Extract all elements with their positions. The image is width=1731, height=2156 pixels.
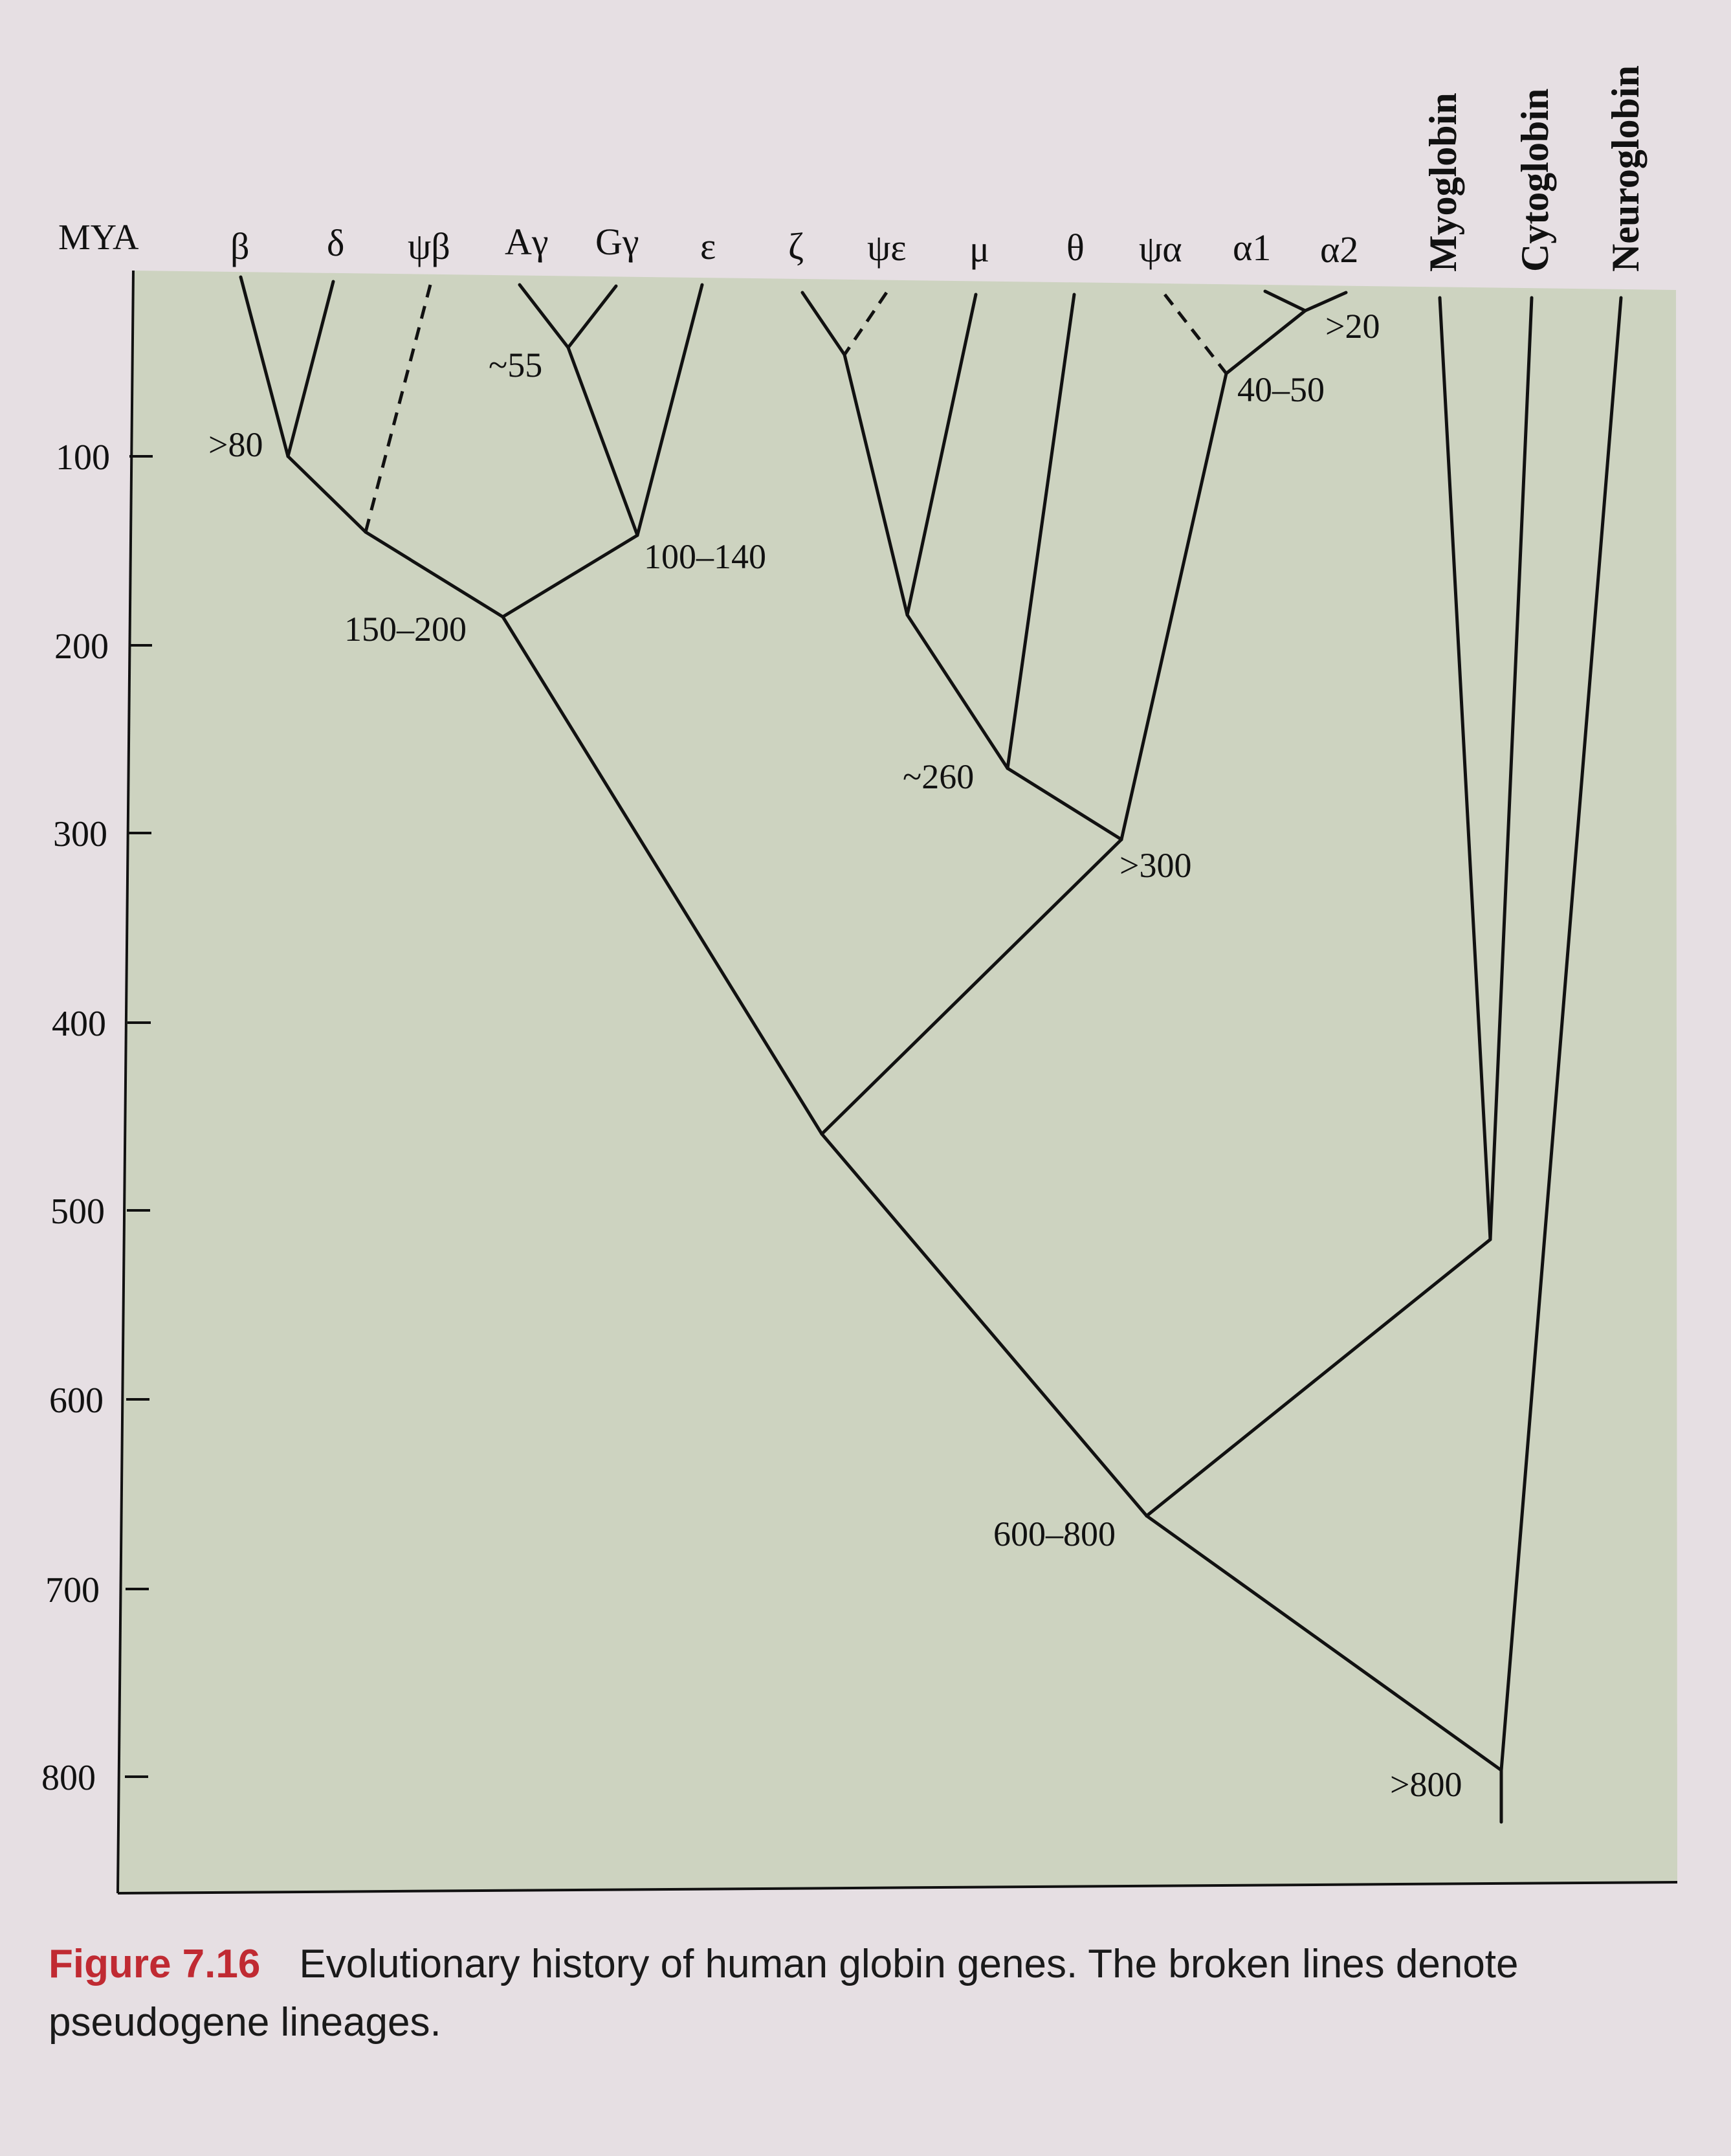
branch-alpha2 [1303,291,1348,313]
node-label-20: >20 [1325,307,1380,346]
branch-alpha-cluster-stem [1119,372,1228,841]
node-labels: >80 ~55 150–200 100–140 ~260 >300 >20 40… [208,307,1462,1804]
branch-theta [1006,293,1076,770]
branch-a-gamma [518,283,570,350]
tick-label-200: 200 [54,627,109,667]
node-label-600-800: 600–800 [993,1515,1116,1553]
branch-gamma-epsilon-stem [501,533,639,619]
gene-label-neuroglobin: Neuroglobin [1604,65,1647,272]
axis-title: MYA [58,217,139,258]
diagram-panel [118,271,1677,1893]
branch-zeta-stem [843,353,909,617]
node-label-40-50: 40–50 [1237,370,1325,409]
tick-label-100: 100 [56,438,110,478]
branch-psi-epsilon [843,291,888,356]
gene-label-cytoglobin: Cytoglobin [1514,89,1556,272]
gene-label-theta: θ [1066,227,1085,269]
gene-label-beta: β [230,225,250,267]
branch-gamma-stem [566,346,639,537]
branch-beta-delta-stem [286,454,368,534]
figure-caption: Figure 7.16 Evolutionary history of human… [49,1935,1679,2052]
gene-label-psi-alpha: ψα [1139,228,1182,270]
node-label-300: >300 [1119,846,1191,885]
branch-hemoglobin-root [820,1132,1149,1518]
branch-beta-cluster-root [501,615,824,1136]
gene-labels: β δ ψβ Aγ Gγ ε ζ ψε μ θ ψα α1 α2 Myoglob… [230,65,1647,272]
branch-zeta-theta-stem [1006,766,1123,841]
branch-mu [905,293,978,617]
branch-globin-root [1145,1514,1503,1772]
branch-myo-cyto-stem [1145,1238,1492,1518]
gene-label-alpha1: α1 [1233,227,1271,269]
gene-label-a-gamma: Aγ [505,221,549,263]
tick-label-800: 800 [41,1758,96,1798]
gene-label-myoglobin: Myoglobin [1422,93,1464,272]
branch-alpha-cluster-root [820,838,1123,1136]
branch-alpha-stem [1224,309,1307,375]
tick-label-300: 300 [53,814,107,854]
y-axis-line [116,270,135,1894]
tick-label-400: 400 [52,1004,106,1044]
branch-epsilon [635,283,704,537]
branch-g-gamma [566,284,618,350]
branch-myoglobin [1438,296,1492,1241]
tree-branches [239,275,1623,1824]
gene-label-g-gamma: Gγ [595,221,639,263]
branch-alpha1 [1263,289,1307,313]
gene-label-alpha2: α2 [1320,228,1358,271]
tick-label-700: 700 [45,1570,100,1610]
node-label-800: >800 [1390,1765,1462,1804]
gene-label-psi-beta: ψβ [408,225,450,267]
branch-beta-cluster-stem [364,530,505,619]
gene-label-epsilon: ε [700,225,716,267]
node-label-260: ~260 [903,757,974,796]
gene-label-zeta: ζ [788,225,804,267]
gene-label-psi-epsilon: ψε [867,227,907,269]
branch-neuroglobin [1499,296,1623,1772]
tick-label-500: 500 [50,1192,105,1232]
branch-delta [286,280,335,458]
y-axis-ticks [125,455,153,1778]
gene-label-mu: μ [969,228,989,270]
branch-zeta-mu-stem [905,613,1009,770]
figure-number: Figure 7.16 [49,1942,261,1986]
node-label-150-200: 150–200 [344,610,467,649]
branch-psi-alpha [1163,293,1228,375]
node-label-55: ~55 [489,346,542,384]
gene-label-delta: δ [327,222,344,264]
x-axis-baseline [117,1881,1678,1895]
node-label-80: >80 [208,425,263,464]
branch-beta [239,275,290,458]
tick-label-600: 600 [49,1381,104,1421]
node-label-100-140: 100–140 [644,537,766,576]
figure-caption-text: Evolutionary history of human globin gen… [49,1942,1519,2045]
branch-cytoglobin [1488,296,1534,1241]
branch-zeta [800,291,846,357]
